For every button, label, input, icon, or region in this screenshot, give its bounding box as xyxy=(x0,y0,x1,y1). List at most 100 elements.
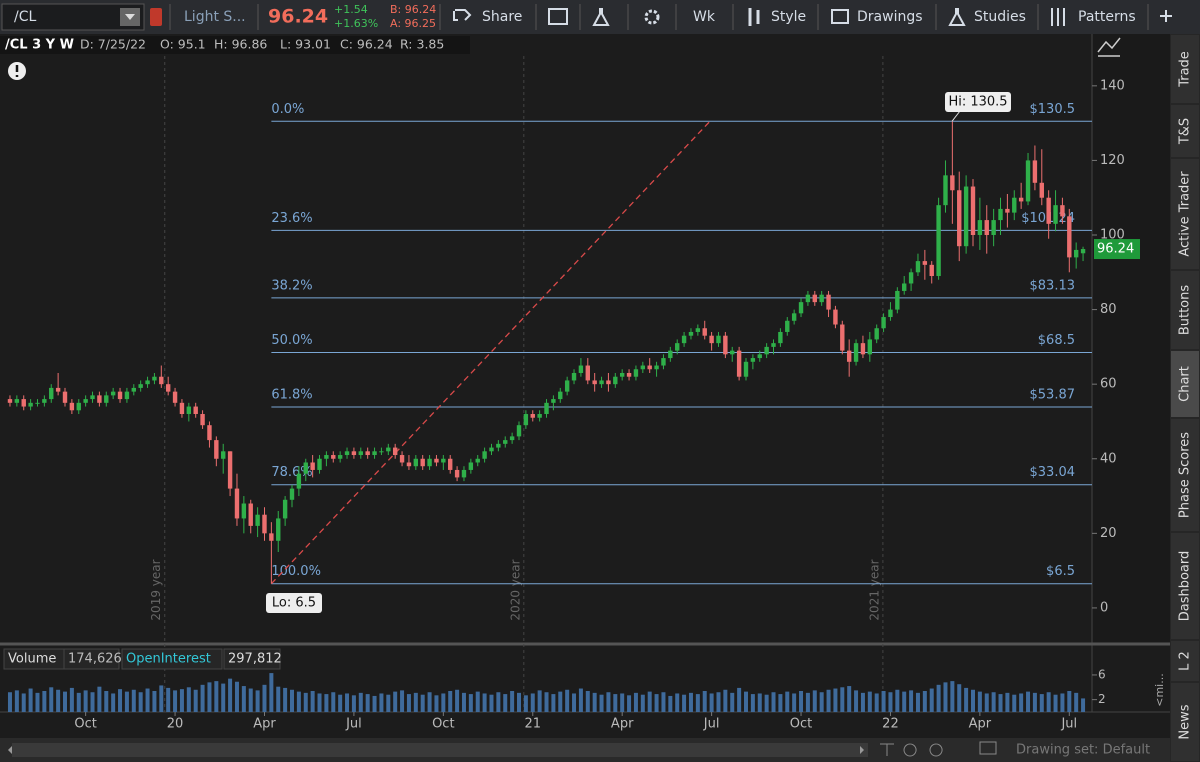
scrollbar[interactable] xyxy=(12,743,868,757)
volume-bar xyxy=(530,693,535,712)
volume-bar xyxy=(799,691,804,712)
candle-body xyxy=(654,365,659,370)
candle-body xyxy=(571,372,577,381)
toolbar-button[interactable]: Share xyxy=(482,9,522,25)
volume-bar xyxy=(510,691,515,712)
candle-body xyxy=(551,399,556,403)
volume-bar xyxy=(14,690,19,712)
volume-bar xyxy=(578,688,583,712)
side-tab[interactable] xyxy=(1171,419,1199,531)
volume-bar xyxy=(214,681,219,712)
drawing-set[interactable]: Drawing set: Default xyxy=(1016,743,1150,758)
candle-body xyxy=(1025,160,1031,202)
volume-tick-label: 2 xyxy=(1098,692,1106,706)
side-tab[interactable] xyxy=(1171,35,1199,103)
volume-bar xyxy=(358,692,363,712)
side-tab[interactable] xyxy=(1171,351,1199,417)
side-tab[interactable] xyxy=(1171,641,1199,681)
zoom-icons[interactable] xyxy=(880,741,997,757)
toolbar-button[interactable]: Studies xyxy=(974,9,1026,25)
toolbar-button[interactable]: Drawings xyxy=(857,9,923,25)
candle-body xyxy=(736,350,742,377)
candle-body xyxy=(234,488,240,519)
add-icon[interactable] xyxy=(1160,10,1172,22)
volume-bar xyxy=(702,691,707,712)
volume-bar xyxy=(262,684,267,712)
volume-bar xyxy=(166,687,171,712)
flask-icon[interactable] xyxy=(592,8,610,26)
toolbar-button[interactable]: Patterns xyxy=(1078,9,1136,25)
candle-body xyxy=(241,503,247,519)
gear-icon[interactable] xyxy=(644,9,660,25)
volume-bar xyxy=(97,686,102,712)
candle-body xyxy=(49,387,54,400)
volume-bar xyxy=(1032,692,1037,712)
volume-legend: 174,626 xyxy=(68,652,122,667)
side-tab[interactable] xyxy=(1171,683,1199,761)
candle-body xyxy=(117,391,123,400)
volume-bar xyxy=(730,692,735,712)
volume-bar xyxy=(427,692,432,712)
candle-body xyxy=(172,391,178,403)
volume-bar xyxy=(867,691,872,712)
candle-body xyxy=(14,399,20,403)
scale-icon[interactable] xyxy=(1097,37,1121,57)
candle-body xyxy=(537,414,542,418)
grid-icon[interactable] xyxy=(548,8,568,25)
chart-bg xyxy=(0,34,1170,738)
volume-bar xyxy=(950,681,955,712)
volume-bar xyxy=(1046,692,1051,712)
candle-body xyxy=(76,402,81,411)
collapse-toggle[interactable]: <mi... xyxy=(1153,673,1166,706)
volume-legend: Volume xyxy=(8,652,56,667)
candle-body xyxy=(640,365,646,370)
side-tab[interactable] xyxy=(1171,105,1199,157)
candle-body xyxy=(516,425,522,437)
lo-label: Lo: 6.5 xyxy=(272,596,316,611)
fib-label: 38.2% xyxy=(271,278,312,293)
volume-bar xyxy=(661,692,666,712)
last-price-tag xyxy=(1094,239,1140,260)
volume-bar xyxy=(255,690,260,712)
candle-body xyxy=(42,399,47,403)
volume-bar xyxy=(248,688,253,712)
candle-body xyxy=(558,391,563,400)
candle-body xyxy=(358,451,363,456)
style-icon[interactable] xyxy=(748,8,760,26)
volume-legend: 297,812 xyxy=(228,652,282,667)
volume-bar xyxy=(69,687,74,712)
volume-bar xyxy=(1074,692,1079,712)
side-tab[interactable] xyxy=(1171,159,1199,269)
volume-bar xyxy=(393,691,398,712)
volume-bar xyxy=(723,689,728,712)
candle-body xyxy=(798,302,804,314)
candle-body xyxy=(110,391,116,396)
patterns-icon[interactable] xyxy=(1051,8,1065,26)
candle-body xyxy=(1005,208,1010,213)
volume-bar xyxy=(964,687,969,712)
volume-bar xyxy=(386,694,391,712)
candle-body xyxy=(62,391,68,403)
alert-icon[interactable] xyxy=(150,8,162,26)
candle-body xyxy=(1073,249,1079,258)
share-icon[interactable] xyxy=(453,9,472,21)
candle-body xyxy=(1039,182,1044,198)
y-tick-label: 100 xyxy=(1100,228,1125,243)
candle-body xyxy=(688,331,694,336)
drawings-icon[interactable] xyxy=(831,9,849,24)
volume-bar xyxy=(565,689,570,712)
hi-pointer xyxy=(951,110,961,122)
volume-bar xyxy=(200,684,205,712)
side-tab[interactable] xyxy=(1171,271,1199,349)
toolbar-button[interactable]: Style xyxy=(771,9,806,25)
change: +1.54 xyxy=(334,3,368,16)
side-tab[interactable] xyxy=(1171,533,1199,639)
candle-body xyxy=(69,402,75,411)
candle-body xyxy=(929,264,934,277)
volume-bar xyxy=(517,692,522,712)
studies-icon[interactable] xyxy=(948,8,966,26)
candle-body xyxy=(138,384,143,388)
toolbar-button[interactable]: Wk xyxy=(693,9,716,25)
